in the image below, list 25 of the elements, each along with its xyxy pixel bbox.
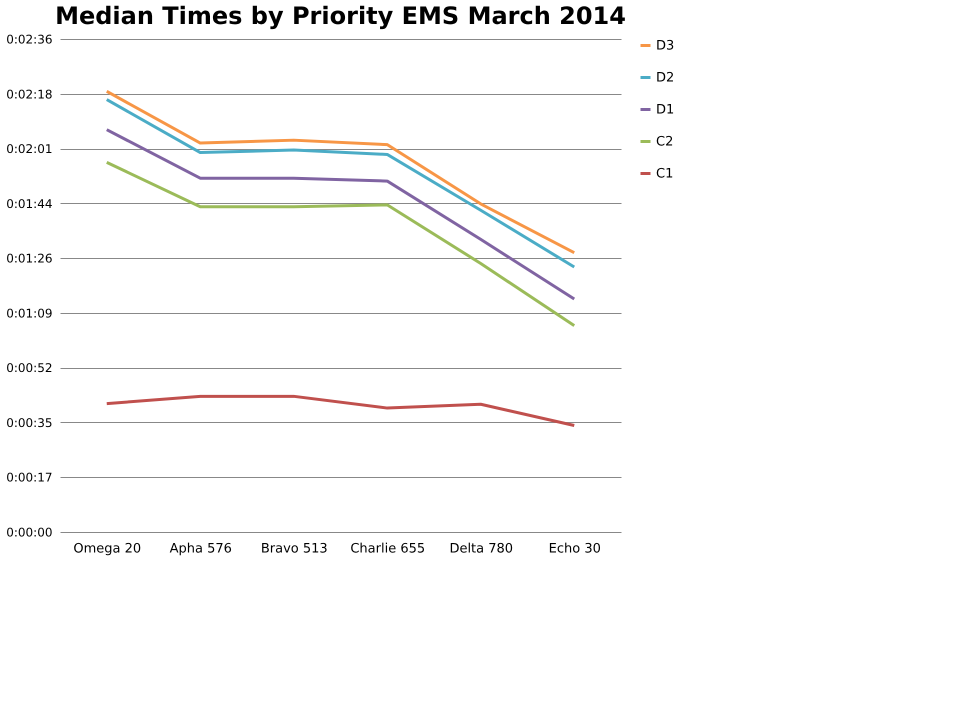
legend-label: D2	[656, 70, 674, 86]
y-tick-label: 0:02:36	[6, 32, 52, 46]
y-tick-label: 0:01:09	[6, 306, 52, 320]
chart-title: Median Times by Priority EMS March 2014	[55, 2, 626, 30]
y-tick-label: 0:00:00	[6, 526, 52, 540]
x-tick-label: Charlie 655	[350, 542, 426, 556]
x-tick-label: Apha 576	[170, 542, 232, 556]
y-tick-label: 0:02:01	[6, 142, 52, 156]
y-tick-label: 0:02:18	[6, 87, 52, 102]
y-tick-label: 0:01:26	[6, 252, 52, 266]
line-series	[105, 394, 576, 427]
legend-label: D1	[656, 102, 674, 118]
x-tick-label: Bravo 513	[260, 542, 328, 556]
legend-label: C1	[656, 166, 674, 182]
y-tick-label: 0:00:52	[6, 361, 52, 376]
line-series	[105, 128, 576, 301]
line-series	[105, 160, 576, 328]
y-tick-label: 0:00:35	[6, 416, 52, 430]
x-tick-label: Delta 780	[449, 542, 514, 556]
x-tick-label: Omega 20	[73, 542, 142, 556]
y-tick-label: 0:01:44	[6, 196, 52, 211]
x-tick-label: Echo 30	[548, 542, 601, 556]
y-tick-label: 0:00:17	[6, 470, 52, 485]
legend-label: C2	[656, 134, 674, 150]
legend-label: D3	[656, 38, 674, 54]
